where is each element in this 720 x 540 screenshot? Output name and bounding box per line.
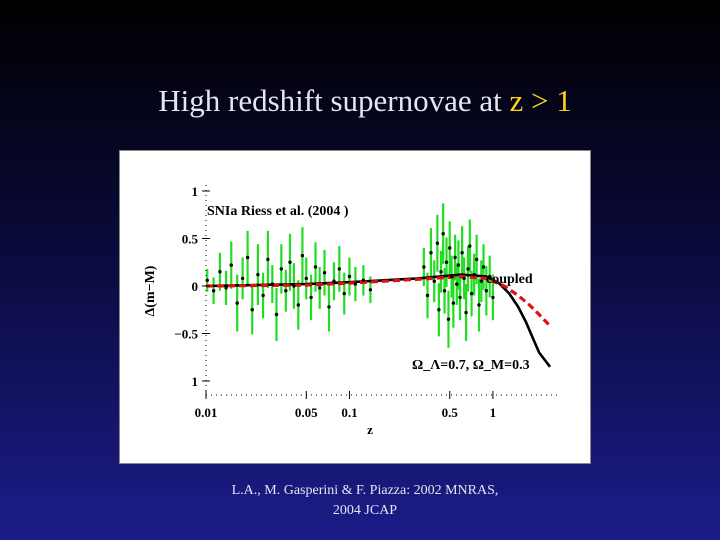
- data-point: [256, 272, 260, 277]
- data-point: [437, 308, 441, 312]
- data-point: [245, 255, 250, 260]
- data-point: [327, 305, 331, 309]
- data-point: [292, 284, 296, 288]
- data-point: [224, 286, 228, 290]
- data-point: [300, 253, 305, 258]
- x-tick-label: 0.5: [442, 405, 459, 420]
- y-tick-label: 0: [192, 279, 199, 294]
- title-accent: z > 1: [509, 83, 572, 118]
- data-point: [477, 303, 481, 307]
- data-point: [441, 232, 445, 236]
- data-point: [296, 303, 301, 307]
- data-point: [481, 265, 486, 269]
- chart-figure: 1 0.5 0 −0.5 1 0.01 0.05 0.1 0.5 1 SNIa Riess et …: [119, 150, 591, 464]
- y-tick-label: 0.5: [182, 232, 199, 247]
- data-point: [484, 289, 489, 293]
- data-point: [488, 274, 492, 279]
- data-point: [491, 295, 495, 300]
- data-point: [347, 274, 352, 279]
- data-point: [342, 291, 346, 296]
- data-point: [266, 257, 270, 262]
- data-point: [274, 312, 279, 317]
- data-point: [449, 274, 454, 279]
- data-point: [279, 267, 284, 271]
- data-point: [368, 288, 373, 292]
- data-point: [448, 246, 452, 250]
- data-point: [429, 251, 433, 255]
- slide-title: High redshift supernovae at z > 1: [0, 83, 720, 119]
- data-point: [205, 278, 209, 282]
- hubble-residual-chart: 1 0.5 0 −0.5 1 0.01 0.05 0.1 0.5 1 SNIa Riess et …: [143, 184, 560, 437]
- data-point: [250, 308, 254, 312]
- data-point: [317, 286, 322, 290]
- axes-layer: 1 0.5 0 −0.5 1 0.01 0.05 0.1 0.5 1: [174, 184, 560, 420]
- data-point: [453, 255, 457, 260]
- annotation-coupled: coupled: [486, 272, 533, 287]
- data-point: [425, 293, 430, 298]
- data-point: [288, 260, 292, 264]
- data-point: [456, 263, 461, 267]
- data-point: [462, 276, 466, 281]
- curve-layer: [205, 273, 552, 368]
- data-point: [455, 282, 459, 286]
- data-point: [322, 271, 327, 275]
- x-tick-label: 1: [490, 405, 497, 420]
- y-tick-label: 1: [192, 184, 199, 199]
- data-point: [284, 289, 288, 293]
- point-layer: [205, 232, 495, 321]
- data-point: [337, 267, 342, 271]
- data-point: [229, 263, 233, 267]
- y-tick-label: −0.5: [174, 327, 198, 342]
- annotation-lambda-model: Ω_Λ=0.7, Ω_M=0.3: [412, 358, 530, 373]
- citation: L.A., M. Gasperini & F. Piazza: 2002 MNR…: [0, 481, 720, 521]
- data-point: [313, 265, 318, 269]
- x-axis-label: z: [367, 422, 373, 437]
- data-point: [472, 272, 476, 277]
- data-point: [261, 293, 265, 298]
- data-point: [270, 282, 275, 286]
- data-point: [304, 276, 308, 281]
- data-point: [240, 276, 245, 281]
- data-point: [479, 279, 484, 283]
- data-point: [458, 295, 462, 300]
- title-main: High redshift supernovae at: [158, 83, 510, 118]
- x-tick-label: 0.05: [295, 405, 318, 420]
- y-tick-label: 1: [192, 374, 199, 389]
- x-tick-label: 0.01: [195, 405, 218, 420]
- data-point: [442, 289, 447, 293]
- coupled-curve: [205, 274, 552, 328]
- data-point: [353, 282, 358, 286]
- data-point: [435, 241, 440, 245]
- y-axis-label: Δ(m−M): [143, 265, 158, 316]
- x-tick-label: 0.1: [341, 405, 357, 420]
- data-point: [439, 270, 443, 274]
- data-point: [468, 244, 472, 248]
- data-point: [466, 267, 470, 271]
- data-point: [446, 317, 451, 321]
- data-point: [444, 260, 449, 264]
- data-point: [211, 289, 216, 293]
- citation-line-1: L.A., M. Gasperini & F. Piazza: 2002 MNR…: [231, 483, 499, 498]
- data-point: [361, 278, 366, 282]
- data-point: [451, 301, 456, 305]
- chart-title: SNIa Riess et al. (2004 ): [207, 204, 349, 219]
- data-point: [469, 291, 474, 296]
- data-point: [309, 295, 313, 300]
- citation-line-2: 2004 JCAP: [332, 503, 398, 518]
- data-point: [464, 310, 468, 315]
- data-point: [422, 265, 426, 269]
- data-point: [432, 279, 436, 283]
- data-point: [474, 257, 479, 262]
- data-point: [218, 270, 222, 274]
- data-point: [332, 279, 336, 283]
- data-point: [460, 251, 464, 255]
- data-point: [235, 301, 239, 305]
